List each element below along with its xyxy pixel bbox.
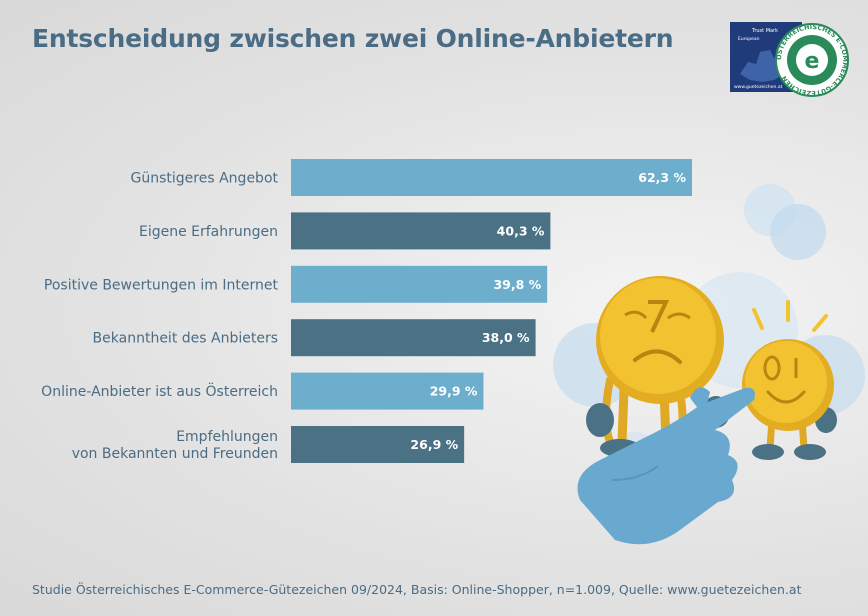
bar-value-label: 38,0 %: [482, 330, 530, 345]
logo-european-text: European: [738, 36, 760, 42]
bar-value-label: 29,9 %: [430, 384, 478, 399]
pointing-hand-icon: [577, 387, 755, 545]
logo-e-symbol: e: [805, 49, 820, 74]
bar-value-label: 26,9 %: [410, 437, 458, 452]
bar-value-label: 39,8 %: [493, 277, 541, 292]
logo-trust-text: Trust Mark: [751, 28, 778, 34]
bar-value-label: 62,3 %: [638, 170, 686, 185]
category-label: Online-Anbieter ist aus Österreich: [41, 382, 278, 400]
chart-title: Entscheidung zwischen zwei Online-Anbiet…: [32, 24, 674, 53]
bar-value-label: 40,3 %: [497, 223, 545, 238]
source-footer: Studie Österreichisches E-Commerce-Gütez…: [32, 582, 802, 597]
category-label: Eigene Erfahrungen: [139, 224, 278, 240]
guetezeichen-logo: Trust Mark European www.guetezeichen.at …: [730, 22, 849, 97]
category-label: von Bekannten und Freunden: [72, 446, 278, 462]
bar-6: [291, 426, 465, 463]
happy-coin-icon: [742, 300, 837, 460]
bubble: [770, 204, 826, 260]
bar-4: [291, 319, 536, 357]
logo-url-text: www.guetezeichen.at: [734, 84, 783, 90]
logo-seal-inner: [796, 44, 828, 76]
bar-5: [291, 372, 484, 410]
bar-2: [291, 212, 551, 250]
bar-1: [291, 159, 692, 196]
category-label: Günstigeres Angebot: [131, 171, 279, 187]
category-label: Empfehlungen: [176, 429, 278, 445]
bar-3: [291, 265, 548, 303]
category-label: Bekanntheit des Anbieters: [93, 331, 278, 347]
category-label: Positive Bewertungen im Internet: [44, 277, 279, 293]
coins-illustration: [553, 184, 865, 545]
